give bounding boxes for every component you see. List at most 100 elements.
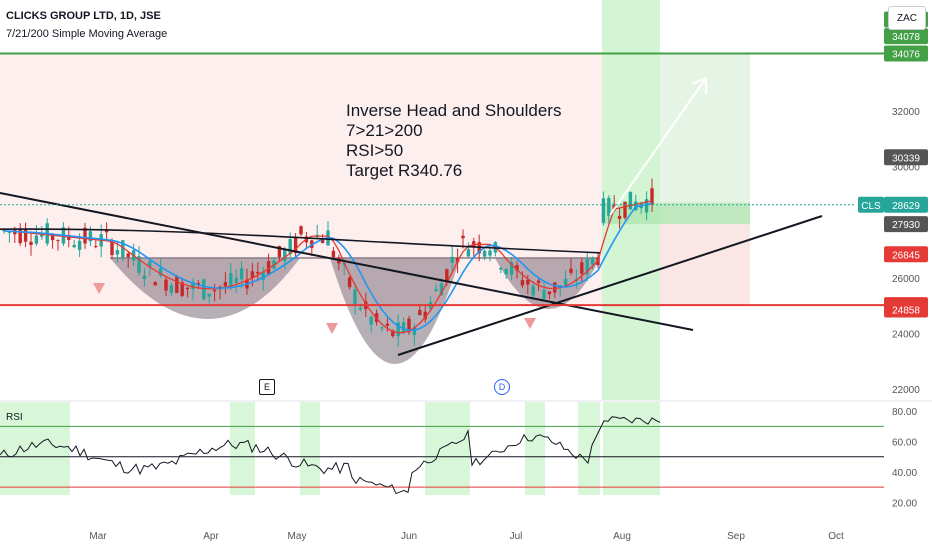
currency-button[interactable]: ZAC [888,6,926,30]
candle-body [164,279,168,291]
candle-body [623,201,627,218]
candle-body [423,311,427,320]
head-shape [330,258,460,364]
candle-body [531,285,535,296]
candle-body [391,330,395,337]
y-tick-label: 30000 [892,163,920,174]
annotation-line: 7>21>200 [346,121,423,140]
price-badge-label: 34078 [892,32,920,43]
rsi-tick-label: 20.00 [892,498,917,509]
y-tick-label: 26000 [892,274,920,285]
candle-body [7,231,12,233]
candle-body [288,239,292,255]
signal-marker [326,323,338,334]
rsi-tick-label: 60.00 [892,438,917,449]
candle-body [175,276,179,293]
candle-body [83,227,87,244]
rsi-line [0,416,661,495]
price-badge [884,196,928,213]
price-badge-label: 28629 [892,201,920,212]
x-tick-label: Mar [89,531,107,542]
candle-body [634,201,638,210]
dividend-event-icon[interactable]: D [494,379,510,395]
candle-body [158,268,163,276]
pattern-annotation: Inverse Head and Shoulders 7>21>200 RSI>… [346,101,561,181]
candle-body [18,228,22,244]
candle-body [407,318,411,333]
price-badge [884,149,928,166]
x-tick-label: Aug [613,531,631,542]
candle-body [283,249,287,262]
candle-body [536,280,541,283]
rsi-highlight [578,402,600,495]
candle-body [229,272,233,286]
candle-body [169,285,174,293]
candle-body [261,271,265,280]
candle-body [580,262,584,274]
candle-body [29,241,33,245]
price-badge [858,196,884,213]
candle-body [121,240,125,258]
position-zone [602,202,750,225]
candle-body [50,234,55,241]
y-tick-label: 32000 [892,107,920,118]
candle-body [396,322,400,337]
candle-body [412,327,417,335]
candle-body [56,240,60,242]
x-tick-label: Sep [727,531,745,542]
candle-body [585,258,589,275]
candle-body [353,289,357,305]
x-tick-label: Jun [401,531,417,542]
candle-body [385,323,390,326]
candle-body [553,282,557,293]
candle-body [590,257,595,265]
y-tick-label: 24000 [892,329,920,340]
target-arrow-head [691,77,707,94]
candle-body [644,199,649,213]
candle-body [628,191,633,210]
candle-body [526,279,530,285]
symbol-title: CLICKS GROUP LTD, 1D, JSE [6,10,161,22]
candle-body [601,198,606,223]
candle-body [439,283,444,296]
rsi-highlight [300,402,320,495]
candle-body [482,250,487,257]
candle-body [418,309,422,315]
rsi-highlight [525,402,545,495]
candle-body [434,289,438,291]
candle-body [34,235,39,244]
candle-body [234,277,238,283]
price-badge-label: 30339 [892,153,920,164]
rsi-label: RSI [6,412,23,423]
candle-body [347,277,352,288]
candle-body [607,197,611,216]
candle-body [185,287,190,290]
price-badge-label: 34076 [892,49,920,60]
candle-body [223,282,228,287]
price-badge-label: 24858 [892,306,920,317]
candle-body [547,291,552,295]
x-tick-label: Jul [510,531,523,542]
candle-body [380,327,384,329]
candle-body [266,261,271,274]
price-badge [884,45,928,62]
candle-body [617,215,622,219]
price-badge-label: CLS [861,201,881,212]
candle-body [104,230,109,233]
price-badge [884,216,928,233]
earnings-event-icon[interactable]: E [259,379,275,395]
price-badge-label: 27930 [892,220,920,231]
candle-body [72,244,76,248]
price-badge-label: 26845 [892,250,920,261]
candle-body [126,253,130,258]
candle-body [110,241,114,256]
candle-body [450,256,454,263]
candle-body [77,240,82,250]
signal-marker [93,283,105,294]
sma-21-line [3,202,653,332]
price-badge [884,301,928,318]
candle-body [115,250,120,255]
rsi-highlight [425,402,470,495]
sma-7-line [3,200,653,334]
